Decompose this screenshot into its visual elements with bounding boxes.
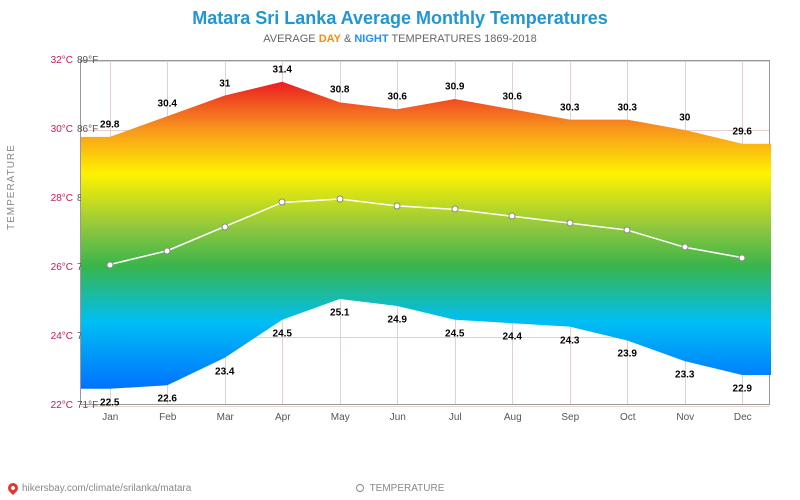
day-value-label: 30.4 [158,99,177,110]
avg-marker [221,223,228,230]
night-value-label: 22.6 [158,394,177,405]
night-value-label: 24.5 [273,328,292,339]
avg-marker [624,227,631,234]
xtick-month: Jan [82,412,139,423]
avg-marker [336,196,343,203]
ytick-celsius: 28°C [43,193,73,204]
legend-marker-icon [356,484,364,492]
ytick-celsius: 26°C [43,262,73,273]
source-text: hikersbay.com/climate/srilanka/matara [22,483,191,494]
day-value-label: 30.3 [618,102,637,113]
night-value-label: 24.3 [560,335,579,346]
day-value-label: 30.9 [445,81,464,92]
night-value-label: 24.4 [503,332,522,343]
avg-marker [509,213,516,220]
chart-area: TEMPERATURE 22°C71°F24°C75°F26°C78°F28°C… [0,50,800,450]
map-pin-icon [6,481,20,495]
avg-marker [566,220,573,227]
ytick-celsius: 22°C [43,400,73,411]
chart-title: Matara Sri Lanka Average Monthly Tempera… [0,0,800,29]
plot-region: 22°C71°F24°C75°F26°C78°F28°C82°F30°C86°F… [80,60,770,405]
xtick-month: May [312,412,369,423]
avg-marker [106,261,113,268]
night-value-label: 22.9 [733,383,752,394]
xtick-month: Mar [197,412,254,423]
day-value-label: 30 [679,113,690,124]
xtick-month: Jun [369,412,426,423]
night-value-label: 23.4 [215,366,234,377]
xtick-month: Sep [542,412,599,423]
xtick-month: Oct [599,412,656,423]
night-value-label: 22.5 [100,397,119,408]
legend-label: TEMPERATURE [370,483,445,494]
day-value-label: 30.6 [388,92,407,103]
avg-marker [739,254,746,261]
ytick-celsius: 32°C [43,55,73,66]
temperature-band [81,61,771,406]
xtick-month: Dec [714,412,771,423]
chart-subtitle: AVERAGE DAY & NIGHT TEMPERATURES 1869-20… [0,29,800,45]
day-value-label: 31.4 [273,64,292,75]
y-axis-label: TEMPERATURE [6,144,17,230]
night-value-label: 23.9 [618,349,637,360]
avg-marker [279,199,286,206]
night-value-label: 24.9 [388,314,407,325]
day-value-label: 30.3 [560,102,579,113]
night-value-label: 25.1 [330,308,349,319]
day-value-label: 30.6 [503,92,522,103]
avg-marker [681,244,688,251]
xtick-month: Aug [484,412,541,423]
night-value-label: 23.3 [675,370,694,381]
day-word: DAY [319,33,341,45]
day-value-label: 31 [219,78,230,89]
day-value-label: 30.8 [330,85,349,96]
avg-marker [451,206,458,213]
ytick-celsius: 24°C [43,331,73,342]
avg-marker [394,202,401,209]
night-word: NIGHT [354,33,388,45]
day-value-label: 29.8 [100,119,119,130]
xtick-month: Apr [254,412,311,423]
xtick-month: Feb [139,412,196,423]
ytick-celsius: 30°C [43,124,73,135]
source-footer: hikersbay.com/climate/srilanka/matara [8,483,191,494]
xtick-month: Jul [427,412,484,423]
avg-marker [164,247,171,254]
night-value-label: 24.5 [445,328,464,339]
day-value-label: 29.6 [733,126,752,137]
xtick-month: Nov [657,412,714,423]
